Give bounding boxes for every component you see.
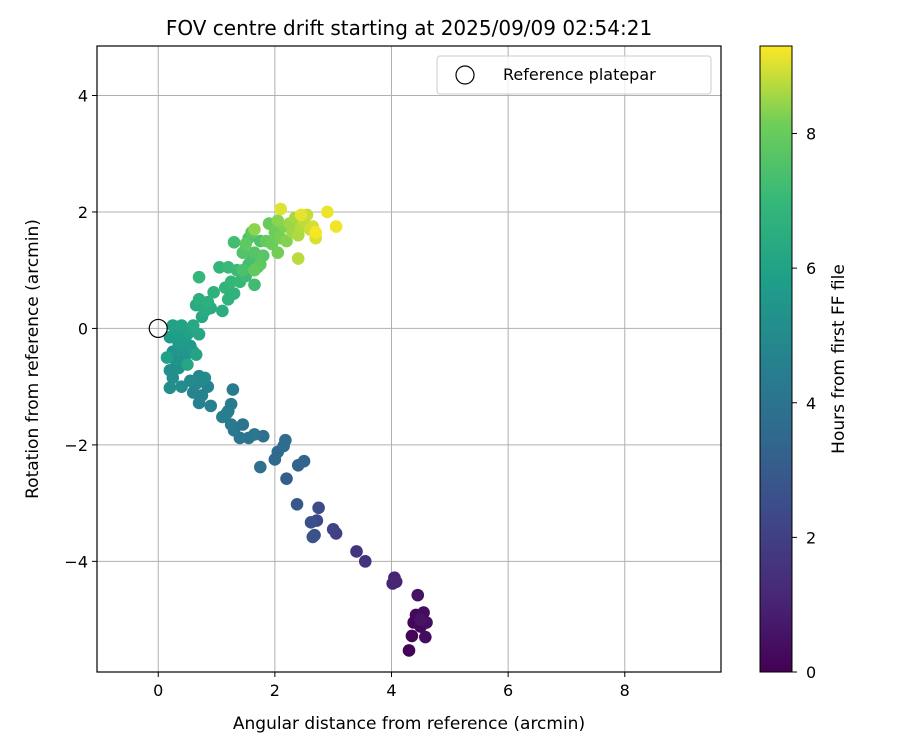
data-point (204, 399, 218, 413)
colorbar: 0 2 4 6 8 Hours from first FF file (759, 45, 849, 682)
data-point (290, 497, 304, 511)
reference-marker-layer (148, 318, 168, 339)
data-point (294, 208, 308, 222)
data-point (291, 252, 305, 265)
reference-platepar-marker (148, 318, 168, 339)
x-tick-label: 4 (386, 681, 396, 700)
y-axis-label: Rotation from reference (arcmin) (23, 219, 43, 499)
x-axis-label: Angular distance from reference (arcmin) (233, 714, 585, 734)
data-point (248, 278, 261, 292)
data-point (350, 545, 363, 558)
legend-marker (455, 65, 475, 85)
data-point (213, 260, 226, 274)
data-point (402, 644, 416, 657)
data-point (271, 246, 285, 260)
data-point (411, 588, 425, 602)
data-point (248, 428, 261, 441)
data-point (226, 383, 240, 396)
data-point (312, 501, 325, 515)
data-point (236, 263, 250, 277)
x-tick-label: 0 (153, 681, 163, 700)
data-point (224, 418, 238, 431)
data-point (414, 613, 427, 626)
data-point (216, 304, 229, 318)
legend-label: Reference platepar (503, 65, 656, 84)
colorbar-tick-label: 6 (806, 259, 816, 278)
data-point (163, 381, 177, 395)
x-tick-label: 2 (270, 681, 280, 700)
data-point (277, 439, 290, 453)
data-point (280, 472, 293, 485)
data-point (201, 295, 215, 309)
y-tick-label: 2 (78, 203, 88, 222)
legend: Reference platepar (436, 55, 712, 95)
colorbar-tick-label: 8 (806, 125, 816, 144)
data-point (192, 270, 206, 284)
data-point (175, 380, 188, 393)
x-tick-label: 8 (620, 681, 630, 700)
data-point (329, 220, 343, 233)
data-point (386, 577, 399, 590)
data-point (186, 319, 200, 332)
data-point (207, 286, 220, 299)
data-point (253, 460, 267, 474)
chart-title: FOV centre drift starting at 2025/09/09 … (166, 16, 652, 40)
data-point (227, 235, 241, 249)
data-point (220, 406, 234, 420)
y-axis-ticks: −4 −2 0 2 4 (64, 86, 97, 571)
data-point (166, 319, 180, 332)
y-tick-label: 0 (78, 319, 88, 338)
data-point (326, 523, 340, 536)
data-point (304, 516, 318, 529)
colorbar-label: Hours from first FF file (829, 264, 849, 454)
data-point (189, 348, 203, 361)
data-point (248, 223, 261, 236)
x-tick-label: 6 (503, 681, 513, 700)
data-point (297, 454, 311, 468)
grid-lines (97, 46, 721, 672)
data-point (271, 214, 285, 227)
data-point (306, 530, 320, 544)
y-tick-label: −2 (64, 436, 88, 455)
y-tick-label: 4 (78, 86, 88, 105)
data-point (198, 371, 212, 385)
colorbar-tick-label: 0 (806, 663, 816, 682)
data-point (405, 629, 419, 643)
data-point (239, 237, 253, 251)
colorbar-ticks: 0 2 4 6 8 (792, 125, 816, 682)
data-point (248, 263, 261, 277)
data-point (160, 351, 174, 364)
colorbar-gradient (759, 45, 793, 673)
plot-frame (96, 45, 722, 673)
colorbar-tick-label: 4 (806, 394, 816, 413)
data-points (160, 202, 433, 657)
data-point (224, 275, 238, 289)
data-point (358, 555, 372, 568)
data-point (419, 630, 432, 644)
legend-box (436, 55, 712, 95)
data-point (321, 205, 334, 219)
y-tick-label: −4 (64, 552, 88, 571)
colorbar-tick-label: 2 (806, 528, 816, 547)
data-point (181, 358, 194, 371)
data-point (309, 226, 322, 239)
x-axis-ticks: 0 2 4 6 8 (153, 672, 630, 700)
data-point (274, 202, 288, 216)
